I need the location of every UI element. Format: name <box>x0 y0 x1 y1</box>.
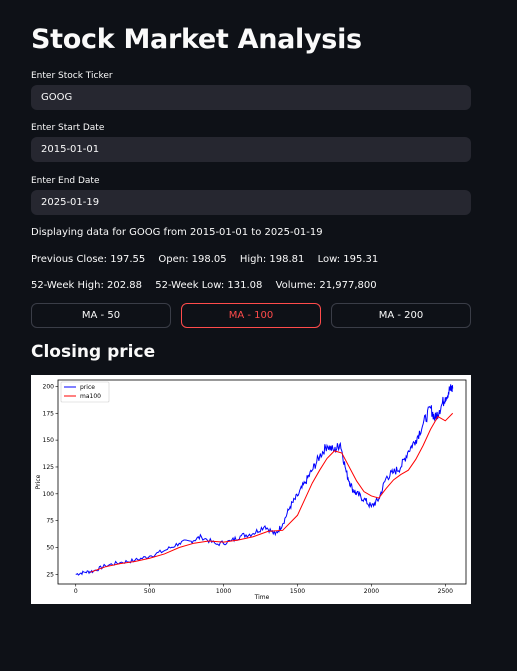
y-tick-label: 175 <box>43 410 55 417</box>
y-tick-label: 100 <box>43 491 55 498</box>
y-axis-label: Price <box>35 474 42 489</box>
y-tick-label: 50 <box>46 544 54 551</box>
y-tick-label: 75 <box>46 518 54 525</box>
x-tick-label: 1500 <box>290 588 305 595</box>
start-date-input[interactable]: 2015-01-01 <box>31 137 471 162</box>
ma-200-button[interactable]: MA - 200 <box>331 303 471 328</box>
y-tick-label: 150 <box>43 437 55 444</box>
x-tick-label: 0 <box>74 588 78 595</box>
displaying-text: Displaying data for GOOG from 2015-01-01… <box>31 227 323 238</box>
x-tick-label: 1000 <box>216 588 231 595</box>
legend: price ma100 <box>60 381 110 403</box>
week52-summary-row: 52-Week High: 202.88 52-Week Low: 131.08… <box>31 280 387 291</box>
previous-close: Previous Close: 197.55 <box>31 254 146 265</box>
legend-price-label: price <box>80 384 95 391</box>
ticker-label: Enter Stock Ticker <box>31 71 113 81</box>
plot-frame <box>57 379 467 585</box>
page-title: Stock Market Analysis <box>31 24 362 55</box>
low-price: Low: 195.31 <box>317 254 379 265</box>
x-tick-label: 500 <box>144 588 156 595</box>
volume: Volume: 21,977,800 <box>275 280 377 291</box>
end-date-label: Enter End Date <box>31 176 100 186</box>
high-price: High: 198.81 <box>239 254 305 265</box>
open-price: Open: 198.05 <box>158 254 227 265</box>
week52-high: 52-Week High: 202.88 <box>31 280 143 291</box>
ma-50-button[interactable]: MA - 50 <box>31 303 171 328</box>
price-series-line <box>75 384 454 576</box>
week52-low: 52-Week Low: 131.08 <box>155 280 263 291</box>
closing-price-chart: 0 500 1000 1500 2000 2500 25 50 75 100 125 150 175 20… <box>31 375 471 604</box>
y-tick-label: 200 <box>43 383 55 390</box>
price-summary-row: Previous Close: 197.55 Open: 198.05 High… <box>31 254 388 265</box>
ma-100-button[interactable]: MA - 100 <box>181 303 321 328</box>
y-tick-label: 25 <box>46 571 54 578</box>
ma100-series-line <box>90 412 454 573</box>
end-date-input[interactable]: 2025-01-19 <box>31 190 471 215</box>
chart-svg: 0 500 1000 1500 2000 2500 25 50 75 100 125 150 175 20… <box>35 379 467 601</box>
x-axis-label: Time <box>254 594 270 601</box>
section-title: Closing price <box>31 342 156 362</box>
legend-ma100-label: ma100 <box>80 393 101 400</box>
x-tick-label: 2000 <box>364 588 379 595</box>
y-tick-label: 125 <box>43 464 55 471</box>
ticker-input[interactable]: GOOG <box>31 85 471 110</box>
x-tick-label: 2500 <box>438 588 453 595</box>
start-date-label: Enter Start Date <box>31 123 105 133</box>
